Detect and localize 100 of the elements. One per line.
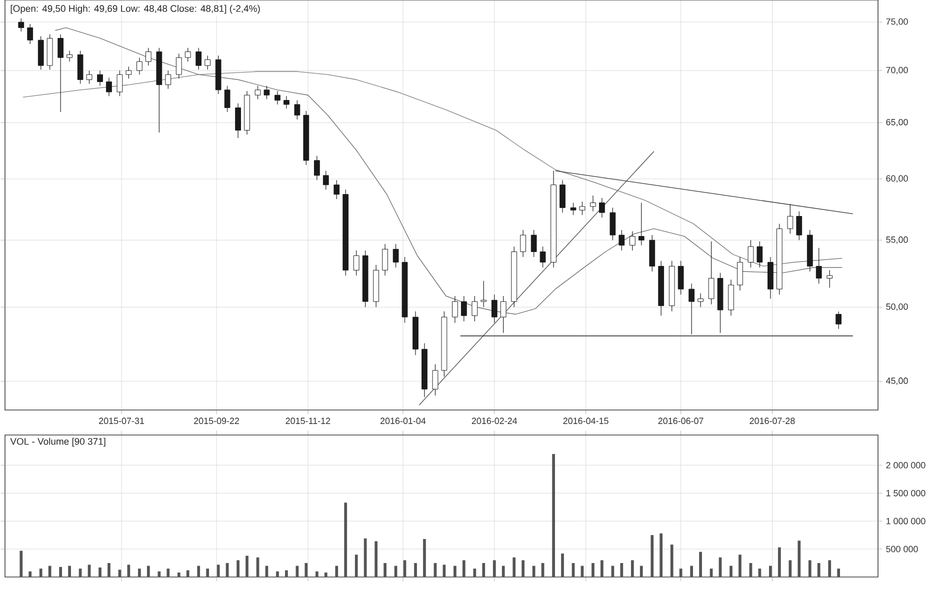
bar <box>473 568 476 577</box>
bar <box>118 570 122 577</box>
bar <box>620 563 624 577</box>
candlestick <box>176 53 182 79</box>
candlestick <box>618 230 625 251</box>
y-tick-label: 45,00 <box>886 378 908 385</box>
bar <box>738 554 742 577</box>
candlestick <box>520 230 526 258</box>
bar <box>344 502 348 577</box>
candlestick <box>274 90 280 105</box>
candlestick <box>294 100 300 120</box>
candlestick <box>97 70 103 86</box>
line-series <box>22 71 843 267</box>
candlestick <box>816 248 822 284</box>
candlestick <box>629 230 636 251</box>
candlestick <box>560 180 566 213</box>
x-tick-label: 2015-07-31 <box>99 418 144 424</box>
bar <box>592 563 594 577</box>
candlestick <box>708 241 714 305</box>
candlestick <box>678 260 684 295</box>
bar <box>68 566 71 577</box>
x-tick-label: 2016-02-24 <box>472 418 518 424</box>
bar <box>808 560 812 577</box>
bar <box>304 563 308 577</box>
candlestick <box>787 204 794 234</box>
candlestick <box>480 280 487 308</box>
candlestick <box>599 198 605 218</box>
candlestick <box>638 202 644 246</box>
bar <box>374 541 378 577</box>
bar <box>640 566 643 577</box>
bar <box>730 566 732 577</box>
bar <box>512 557 516 577</box>
bar <box>197 566 200 577</box>
x-tick-label: 2015-11-12 <box>286 418 330 424</box>
bar <box>462 560 466 577</box>
candlestick <box>136 57 142 75</box>
bar <box>354 554 358 577</box>
x-tick-label: 2016-06-07 <box>658 418 704 424</box>
bar <box>788 560 792 577</box>
chart-title: VOL - Volume [90 371] <box>10 438 106 447</box>
candlestick <box>353 250 360 276</box>
bar <box>769 566 772 577</box>
candlestick <box>452 296 458 324</box>
bar <box>98 567 102 577</box>
candlestick <box>27 24 34 44</box>
bar <box>630 560 634 577</box>
candlestick <box>382 244 388 276</box>
candlestick <box>540 246 546 268</box>
bar <box>532 566 536 577</box>
bar <box>384 563 386 577</box>
candlestick <box>184 48 191 62</box>
bar <box>138 568 141 577</box>
bar <box>650 535 654 577</box>
bar <box>177 572 180 577</box>
candlestick <box>579 201 586 216</box>
y-tick-label: 50,00 <box>886 303 908 311</box>
bar <box>828 560 832 577</box>
candlestick <box>66 50 72 62</box>
bar <box>414 563 417 577</box>
bar <box>778 547 781 577</box>
x-tick-label: 2016-07-28 <box>750 418 795 424</box>
bar <box>561 554 564 577</box>
candlestick <box>284 96 290 110</box>
x-tick-label: 2016-01-04 <box>380 418 426 424</box>
y-tick-label: 1 500 000 <box>886 490 926 496</box>
candlestick <box>254 86 261 100</box>
bar <box>48 566 52 577</box>
bar <box>364 538 367 577</box>
x-tick-label: 2015-09-22 <box>194 418 239 424</box>
bar <box>108 563 110 577</box>
candlestick <box>116 70 123 96</box>
bar <box>216 564 220 577</box>
bar <box>660 533 663 577</box>
candlestick <box>737 256 743 291</box>
y-tick-label: 65,00 <box>886 118 908 126</box>
bar <box>522 560 525 577</box>
candlestick <box>491 294 498 324</box>
candlestick <box>698 292 704 308</box>
bar <box>146 566 150 577</box>
candlestick <box>826 270 833 288</box>
bar <box>186 570 190 577</box>
bar <box>492 560 496 577</box>
y-tick-label: 55,00 <box>886 236 908 244</box>
candlestick <box>530 230 537 258</box>
y-tick-label: 70,00 <box>886 66 908 74</box>
y-tick-label: 1 000 000 <box>886 518 926 524</box>
candlestick <box>590 195 596 212</box>
bar <box>206 568 209 577</box>
candlestick <box>126 66 132 79</box>
candlestick <box>322 170 329 190</box>
candlestick <box>756 241 763 268</box>
candlestick <box>58 34 64 112</box>
bar <box>482 563 486 577</box>
bar <box>502 566 505 577</box>
bar <box>423 538 426 577</box>
bar <box>798 540 801 577</box>
y-tick-label: 500 000 <box>886 546 918 552</box>
x-tick-label: 2016-04-15 <box>563 418 608 424</box>
y-tick-label: 60,00 <box>886 175 908 183</box>
candlestick <box>106 77 112 96</box>
